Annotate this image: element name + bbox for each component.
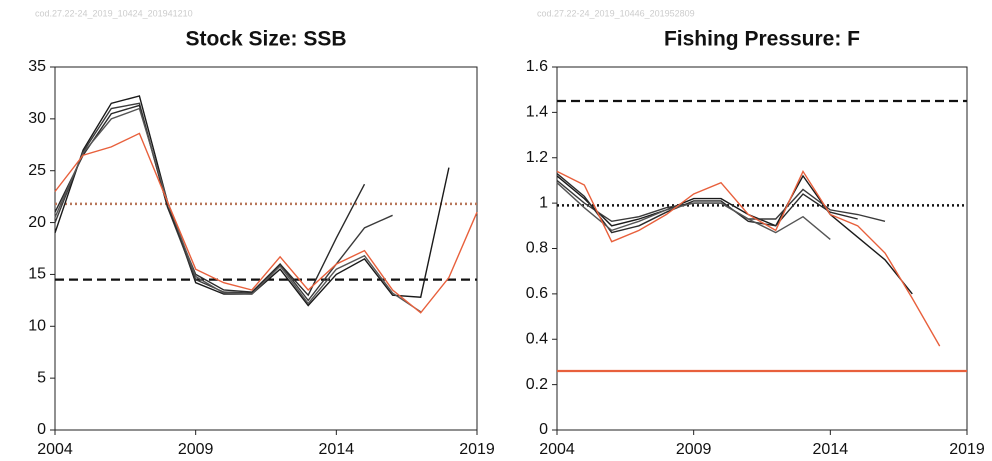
- x-tick-label: 2009: [676, 441, 712, 458]
- y-tick-label: 0.8: [526, 240, 548, 257]
- y-tick-label: 1.4: [526, 104, 548, 121]
- series-line: [54, 95, 450, 307]
- y-tick-label: 0.6: [526, 285, 548, 302]
- y-tick-label: 0: [37, 421, 46, 438]
- y-tick-label: 20: [28, 214, 46, 231]
- series-line: [556, 182, 831, 240]
- y-tick-label: 10: [28, 318, 46, 335]
- series-line: [54, 132, 478, 314]
- x-tick-label: 2014: [813, 441, 849, 458]
- y-tick-label: 1.2: [526, 149, 548, 166]
- source-note: cod.27.22-24_2019_10424_201941210: [35, 8, 193, 18]
- series-line: [556, 174, 913, 295]
- y-tick-label: 0.2: [526, 376, 548, 393]
- series-line: [54, 104, 366, 297]
- series-line: [556, 169, 941, 347]
- plot-frame: [556, 66, 968, 431]
- y-tick-label: 15: [28, 266, 46, 283]
- x-tick-label: 2019: [949, 441, 985, 458]
- chart-title: Stock Size: SSB: [185, 28, 346, 51]
- y-tick-label: 25: [28, 162, 46, 179]
- y-tick-label: 0: [539, 421, 548, 438]
- series-line: [54, 107, 422, 313]
- x-tick-label: 2004: [539, 441, 575, 458]
- y-tick-label: 35: [28, 58, 46, 75]
- x-tick-label: 2009: [178, 441, 214, 458]
- y-tick-label: 5: [37, 369, 46, 386]
- plot-frame: [54, 66, 478, 431]
- y-tick-label: 1: [539, 194, 548, 211]
- x-tick-label: 2004: [37, 441, 73, 458]
- y-tick-label: 30: [28, 110, 46, 127]
- source-note: cod.27.22-24_2019_10446_201952809: [537, 8, 695, 18]
- x-tick-label: 2019: [459, 441, 495, 458]
- y-tick-label: 0.4: [526, 330, 548, 347]
- x-tick-label: 2014: [319, 441, 355, 458]
- chart-title: Fishing Pressure: F: [664, 28, 860, 51]
- y-tick-label: 1.6: [526, 58, 548, 75]
